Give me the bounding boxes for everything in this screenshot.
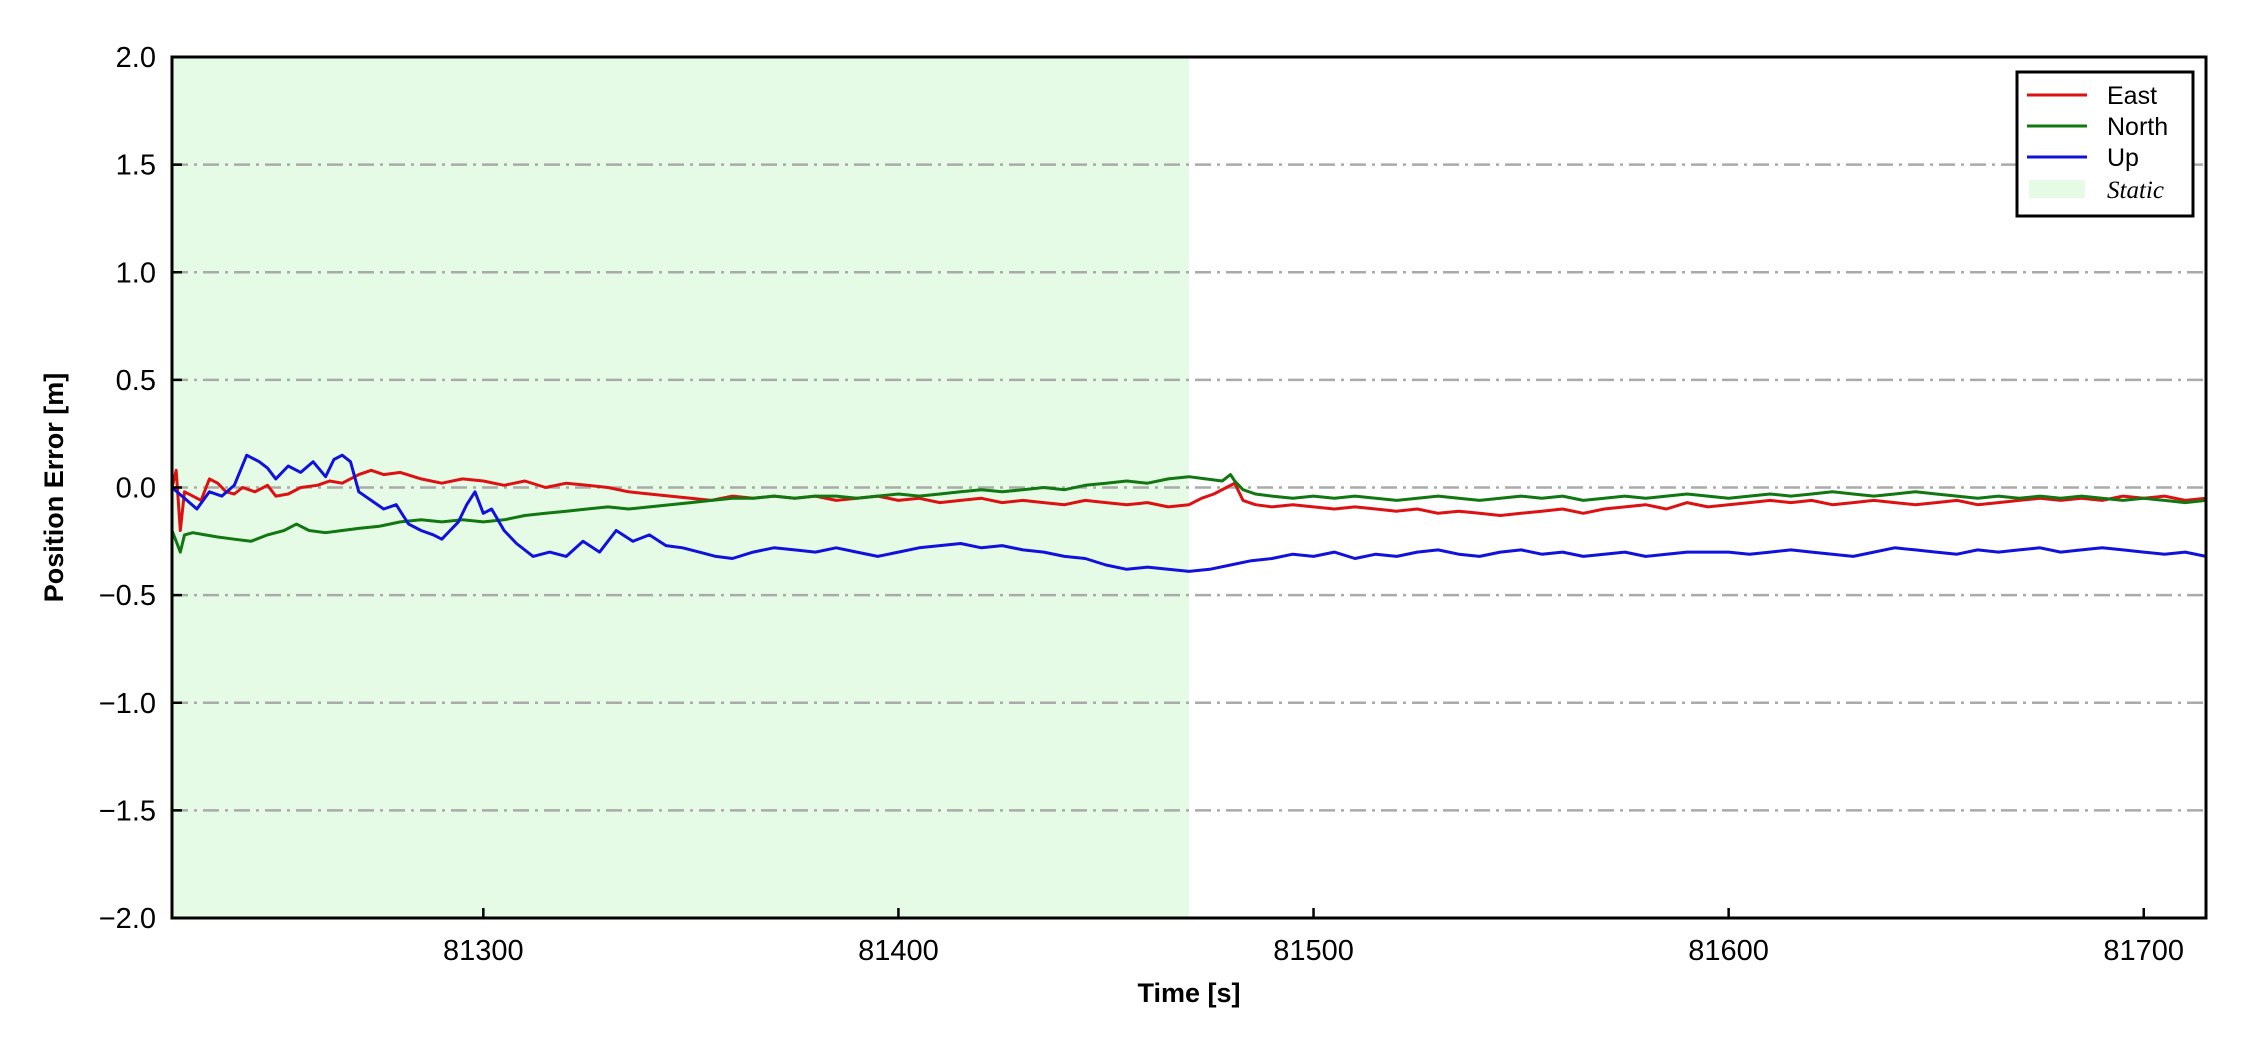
y-tick-label: −1.0 <box>99 688 156 720</box>
grid-lines <box>172 163 2206 812</box>
legend-label-east: East <box>2107 82 2157 110</box>
x-tick-label: 81700 <box>2103 935 2184 967</box>
y-tick-label: −1.5 <box>99 795 156 827</box>
x-tick-label: 81500 <box>1273 935 1354 967</box>
x-tick-label: 81600 <box>1688 935 1769 967</box>
y-tick-label: 0.0 <box>116 473 156 505</box>
legend-label-north: North <box>2107 113 2168 141</box>
series-line-east <box>170 468 2208 532</box>
y-tick-label: 0.5 <box>116 365 156 397</box>
legend-swatch-static <box>2029 180 2085 198</box>
x-tick-label: 81300 <box>443 935 524 967</box>
series-lines <box>170 453 2208 573</box>
legend-label-static: Static <box>2107 177 2164 204</box>
legend-label-up: Up <box>2107 144 2139 172</box>
legend: East North Up Static <box>2015 70 2195 218</box>
y-tick-label: 2.0 <box>116 42 156 74</box>
x-axis-title: Time [s] <box>1137 978 1240 1008</box>
y-tick-label: 1.0 <box>116 257 156 289</box>
x-axis: 81300 81400 81500 81600 81700 <box>443 908 2184 967</box>
y-axis-title: Position Error [m] <box>39 373 69 603</box>
y-tick-label: −0.5 <box>99 580 156 612</box>
y-tick-label: 1.5 <box>116 150 156 182</box>
series-line-up <box>170 453 2208 573</box>
y-tick-label: −2.0 <box>99 903 156 935</box>
series-line-north <box>170 473 2208 554</box>
y-axis: −2.0 −1.5 −1.0 −0.5 0.0 0.5 1.0 1.5 2.0 <box>99 42 182 935</box>
x-tick-label: 81400 <box>858 935 939 967</box>
